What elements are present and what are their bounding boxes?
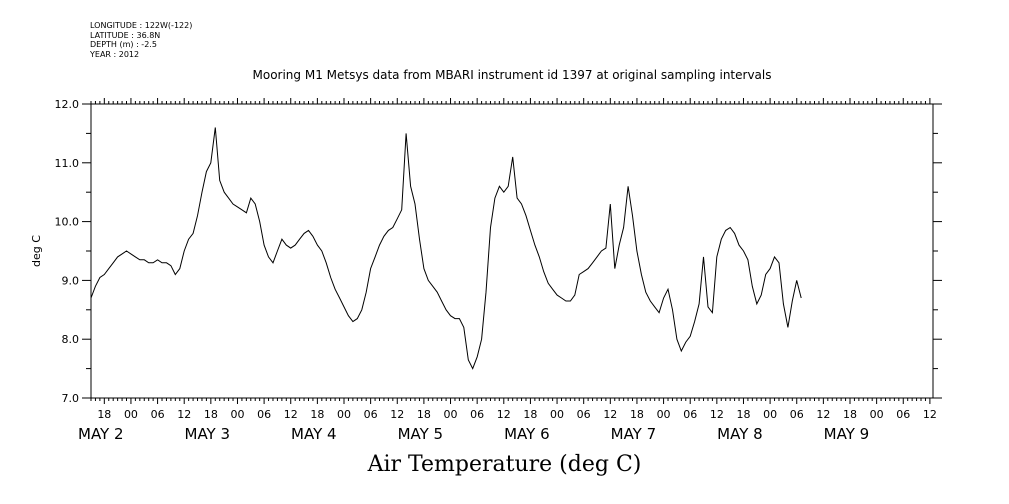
x-tick-label: 06 <box>896 408 910 421</box>
air-temperature-line <box>90 127 802 370</box>
x-tick-label: 06 <box>257 408 271 421</box>
x-tick-label: 00 <box>337 408 351 421</box>
x-day-label: MAY 7 <box>611 425 657 443</box>
y-tick-label: 9.0 <box>62 274 80 287</box>
x-tick-label: 12 <box>177 408 191 421</box>
y-tick-label: 12.0 <box>55 98 80 111</box>
x-tick-label: 12 <box>710 408 724 421</box>
x-tick-label: 18 <box>97 408 111 421</box>
x-tick-label: 00 <box>444 408 458 421</box>
x-tick-label: 12 <box>284 408 298 421</box>
metadata-block: LONGITUDE : 122W(-122) LATITUDE : 36.8N … <box>90 21 192 59</box>
chart-title: Mooring M1 Metsys data from MBARI instru… <box>252 68 772 82</box>
x-tick-label: 00 <box>763 408 777 421</box>
x-tick-label: 00 <box>124 408 138 421</box>
axes: 7.0 8.0 9.0 10.0 11.0 12.0 18 00 06 12 18 00 06 12 18 0… <box>55 98 942 443</box>
x-tick-label: 12 <box>497 408 511 421</box>
x-day-label: MAY 5 <box>398 425 444 443</box>
x-tick-label: 00 <box>870 408 884 421</box>
x-day-label: MAY 4 <box>291 425 337 443</box>
x-day-label: MAY 3 <box>185 425 231 443</box>
x-tick-label: 18 <box>204 408 218 421</box>
x-tick-label: 06 <box>577 408 591 421</box>
x-tick-label: 12 <box>603 408 617 421</box>
x-tick-label: 18 <box>736 408 750 421</box>
year-text: YEAR : 2012 <box>90 49 140 59</box>
x-tick-label: 18 <box>843 408 857 421</box>
longitude-text: LONGITUDE : 122W(-122) <box>90 21 193 30</box>
x-tick-label: 12 <box>390 408 404 421</box>
x-axis-label: Air Temperature (deg C) <box>367 452 642 477</box>
y-tick-label: 11.0 <box>55 157 80 170</box>
depth-text: DEPTH (m) : -2.5 <box>90 40 157 49</box>
x-tick-label: 06 <box>364 408 378 421</box>
x-tick-label: 06 <box>151 408 165 421</box>
x-tick-label: 18 <box>523 408 537 421</box>
x-tick-label: 00 <box>550 408 564 421</box>
x-tick-label: 18 <box>417 408 431 421</box>
y-tick-label: 10.0 <box>55 216 80 229</box>
y-axis-label: deg C <box>30 235 43 267</box>
x-tick-label: 00 <box>230 408 244 421</box>
x-tick-label: 18 <box>310 408 324 421</box>
y-tick-label: 8.0 <box>62 333 80 346</box>
x-tick-label: 06 <box>470 408 484 421</box>
x-tick-label: 12 <box>923 408 937 421</box>
x-day-label: MAY 9 <box>824 425 870 443</box>
x-day-label: MAY 8 <box>717 425 763 443</box>
x-tick-label: 18 <box>630 408 644 421</box>
x-day-label: MAY 6 <box>504 425 550 443</box>
x-day-label: MAY 2 <box>78 425 124 443</box>
y-tick-label: 7.0 <box>62 392 80 405</box>
x-tick-label: 06 <box>683 408 697 421</box>
x-tick-label: 06 <box>790 408 804 421</box>
x-tick-label: 00 <box>657 408 671 421</box>
x-tick-label: 12 <box>816 408 830 421</box>
latitude-text: LATITUDE : 36.8N <box>90 30 161 40</box>
